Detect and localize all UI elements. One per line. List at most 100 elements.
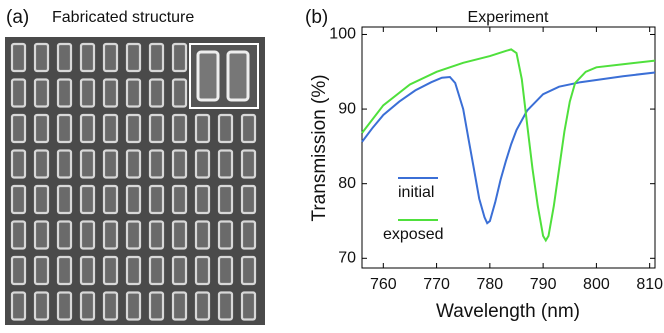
sem-pillar: [217, 149, 234, 179]
sem-inset-pillar: [196, 50, 220, 102]
sem-pillar: [171, 291, 188, 321]
sem-pillar: [102, 42, 119, 73]
sem-pillar: [56, 149, 73, 179]
y-tick-label: 70: [338, 250, 356, 267]
sem-pillar: [79, 291, 96, 321]
x-tick-label: 800: [583, 276, 610, 293]
x-axis-label: Wavelength (nm): [436, 301, 580, 322]
sem-pillar: [33, 291, 50, 321]
x-tick-label: 790: [530, 276, 557, 293]
sem-pillar: [79, 149, 96, 179]
x-tick-label: 780: [477, 276, 504, 293]
series-line: [361, 71, 656, 225]
sem-pillar: [125, 42, 142, 73]
sem-pillar: [79, 78, 96, 108]
sem-pillar: [171, 184, 188, 215]
sem-pillar: [171, 220, 188, 250]
sem-pillar: [102, 149, 119, 179]
sem-pillar: [217, 255, 234, 286]
sem-pillar: [240, 255, 257, 286]
sem-pillar: [56, 184, 73, 215]
sem-pillar: [217, 184, 234, 215]
sem-pillar: [56, 220, 73, 250]
sem-pillar: [10, 255, 27, 286]
panel-label: (a): [6, 7, 29, 28]
sem-pillar: [148, 220, 165, 250]
sem-pillar: [125, 184, 142, 215]
sem-pillar: [171, 113, 188, 144]
sem-pillar: [10, 113, 27, 144]
sem-pillar: [217, 113, 234, 144]
sem-pillar: [240, 291, 257, 321]
sem-pillar: [125, 78, 142, 108]
chart-title: Experiment: [468, 9, 549, 26]
sem-pillar: [240, 149, 257, 179]
sem-pillar: [148, 149, 165, 179]
sem-pillar: [10, 291, 27, 321]
x-tick-label: 760: [370, 276, 397, 293]
sem-pillar: [148, 291, 165, 321]
sem-pillar: [56, 113, 73, 144]
sem-pillar: [56, 255, 73, 286]
sem-pillar: [148, 113, 165, 144]
sem-pillar: [10, 184, 27, 215]
sem-image: [5, 37, 265, 325]
sem-pillar: [10, 42, 27, 73]
series-line: [361, 48, 656, 243]
sem-pillar: [217, 291, 234, 321]
sem-pillar: [10, 149, 27, 179]
sem-pillar: [79, 42, 96, 73]
sem-pillar: [240, 220, 257, 250]
y-tick-label: 100: [329, 26, 356, 43]
sem-pillar: [33, 220, 50, 250]
sem-pillar: [79, 255, 96, 286]
sem-pillar: [148, 78, 165, 108]
sem-pillar: [102, 78, 119, 108]
sem-pillar: [33, 113, 50, 144]
sem-pillar: [217, 220, 234, 250]
sem-pillar: [171, 78, 188, 108]
sem-pillar: [240, 113, 257, 144]
sem-pillar: [33, 255, 50, 286]
legend-label: exposed: [383, 226, 444, 243]
sem-pillar: [194, 113, 211, 144]
sem-pillar: [171, 42, 188, 73]
sem-pillar: [33, 149, 50, 179]
sem-pillar: [33, 78, 50, 108]
x-tick-label: 770: [423, 276, 450, 293]
panel-label: (b): [305, 7, 328, 28]
sem-pillar: [33, 42, 50, 73]
sem-pillar: [79, 113, 96, 144]
sem-pillar: [125, 149, 142, 179]
sem-pillar: [33, 184, 50, 215]
sem-pillar: [125, 255, 142, 286]
sem-pillar: [56, 78, 73, 108]
sem-pillar: [171, 149, 188, 179]
sem-pillar: [125, 220, 142, 250]
sem-pillar: [125, 113, 142, 144]
sem-pillar: [171, 255, 188, 286]
panel-title: Fabricated structure: [52, 9, 194, 26]
sem-pillar: [194, 184, 211, 215]
y-tick-label: 90: [338, 100, 356, 117]
sem-pillar: [194, 255, 211, 286]
y-tick-label: 80: [338, 175, 356, 192]
sem-pillar: [240, 184, 257, 215]
sem-pillar: [194, 220, 211, 250]
sem-pillar: [102, 255, 119, 286]
sem-pillar: [102, 291, 119, 321]
sem-pillar: [102, 113, 119, 144]
sem-pillar: [102, 184, 119, 215]
sem-pillar: [79, 184, 96, 215]
legend-label: initial: [398, 184, 434, 201]
sem-pillar: [102, 220, 119, 250]
sem-pillar: [79, 220, 96, 250]
sem-pillar: [10, 220, 27, 250]
sem-inset-pillar: [226, 50, 250, 102]
sem-pillar: [148, 255, 165, 286]
sem-pillar: [56, 291, 73, 321]
sem-pillar: [148, 184, 165, 215]
sem-pillar: [194, 291, 211, 321]
sem-pillar: [10, 78, 27, 108]
